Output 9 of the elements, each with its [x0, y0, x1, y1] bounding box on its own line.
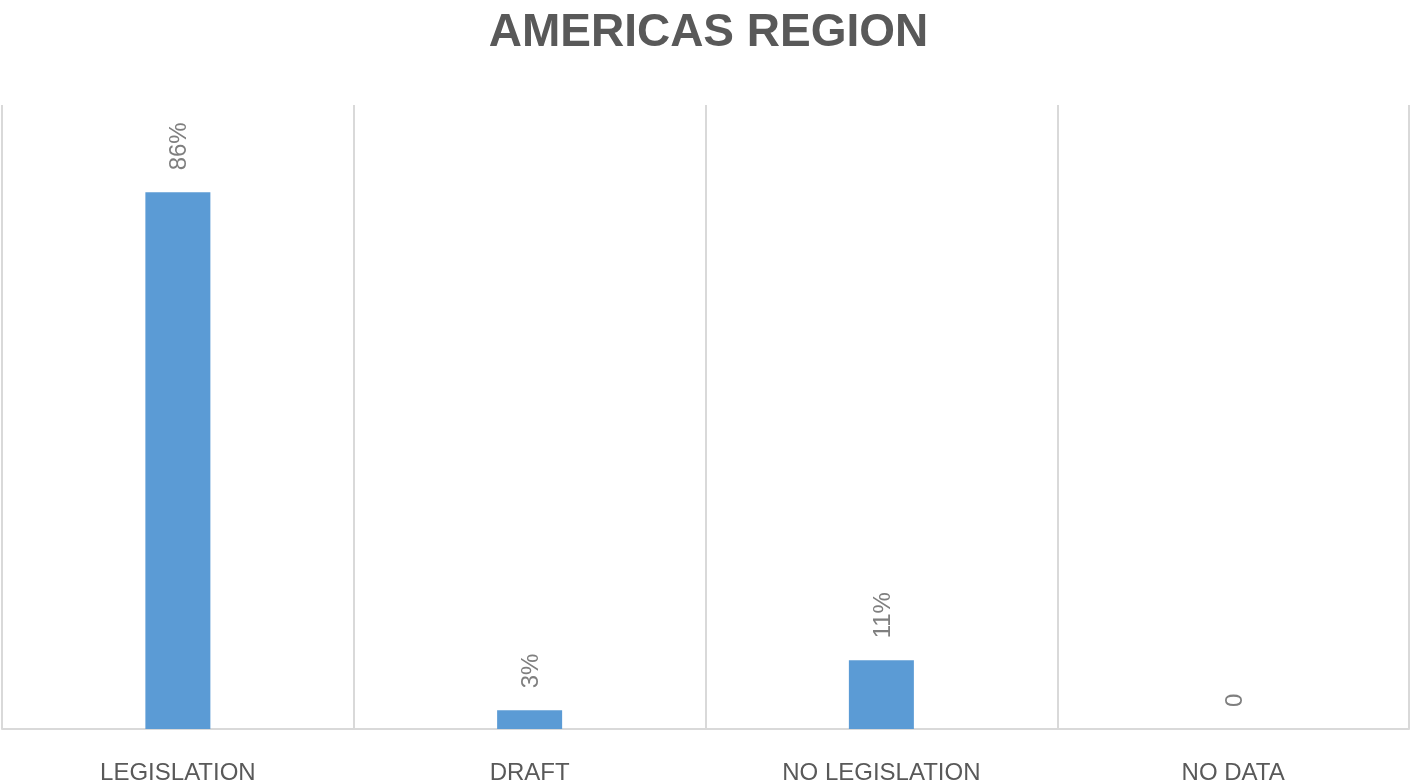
- x-tick-label: NO LEGISLATION: [782, 757, 981, 783]
- data-label: 11%: [867, 592, 895, 639]
- x-tick-label: DRAFT: [489, 757, 570, 783]
- data-label: 0: [1219, 693, 1247, 707]
- data-label: 3%: [516, 653, 544, 689]
- data-label: 86%: [164, 122, 192, 171]
- x-tick-label: LEGISLATION: [100, 757, 256, 783]
- chart-title: AMERICAS REGION: [488, 4, 929, 56]
- x-tick-label: NO DATA: [1181, 757, 1285, 783]
